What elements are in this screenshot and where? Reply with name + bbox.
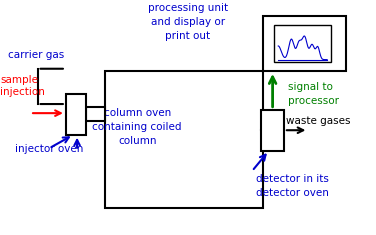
- Text: injector oven: injector oven: [15, 144, 83, 154]
- Bar: [66, 94, 86, 135]
- Bar: [105, 71, 263, 208]
- Text: sample
injection: sample injection: [0, 75, 45, 97]
- Text: carrier gas: carrier gas: [8, 50, 64, 60]
- Bar: [263, 16, 346, 71]
- Text: processing unit
and display or
print out: processing unit and display or print out: [148, 3, 228, 41]
- Text: detector in its
detector oven: detector in its detector oven: [256, 173, 329, 197]
- Bar: [274, 25, 331, 62]
- Text: column oven
containing coiled
column: column oven containing coiled column: [92, 108, 182, 146]
- Bar: [86, 107, 105, 121]
- Text: waste gases: waste gases: [286, 116, 350, 126]
- Bar: [261, 110, 284, 151]
- Text: signal to
processor: signal to processor: [288, 82, 339, 106]
